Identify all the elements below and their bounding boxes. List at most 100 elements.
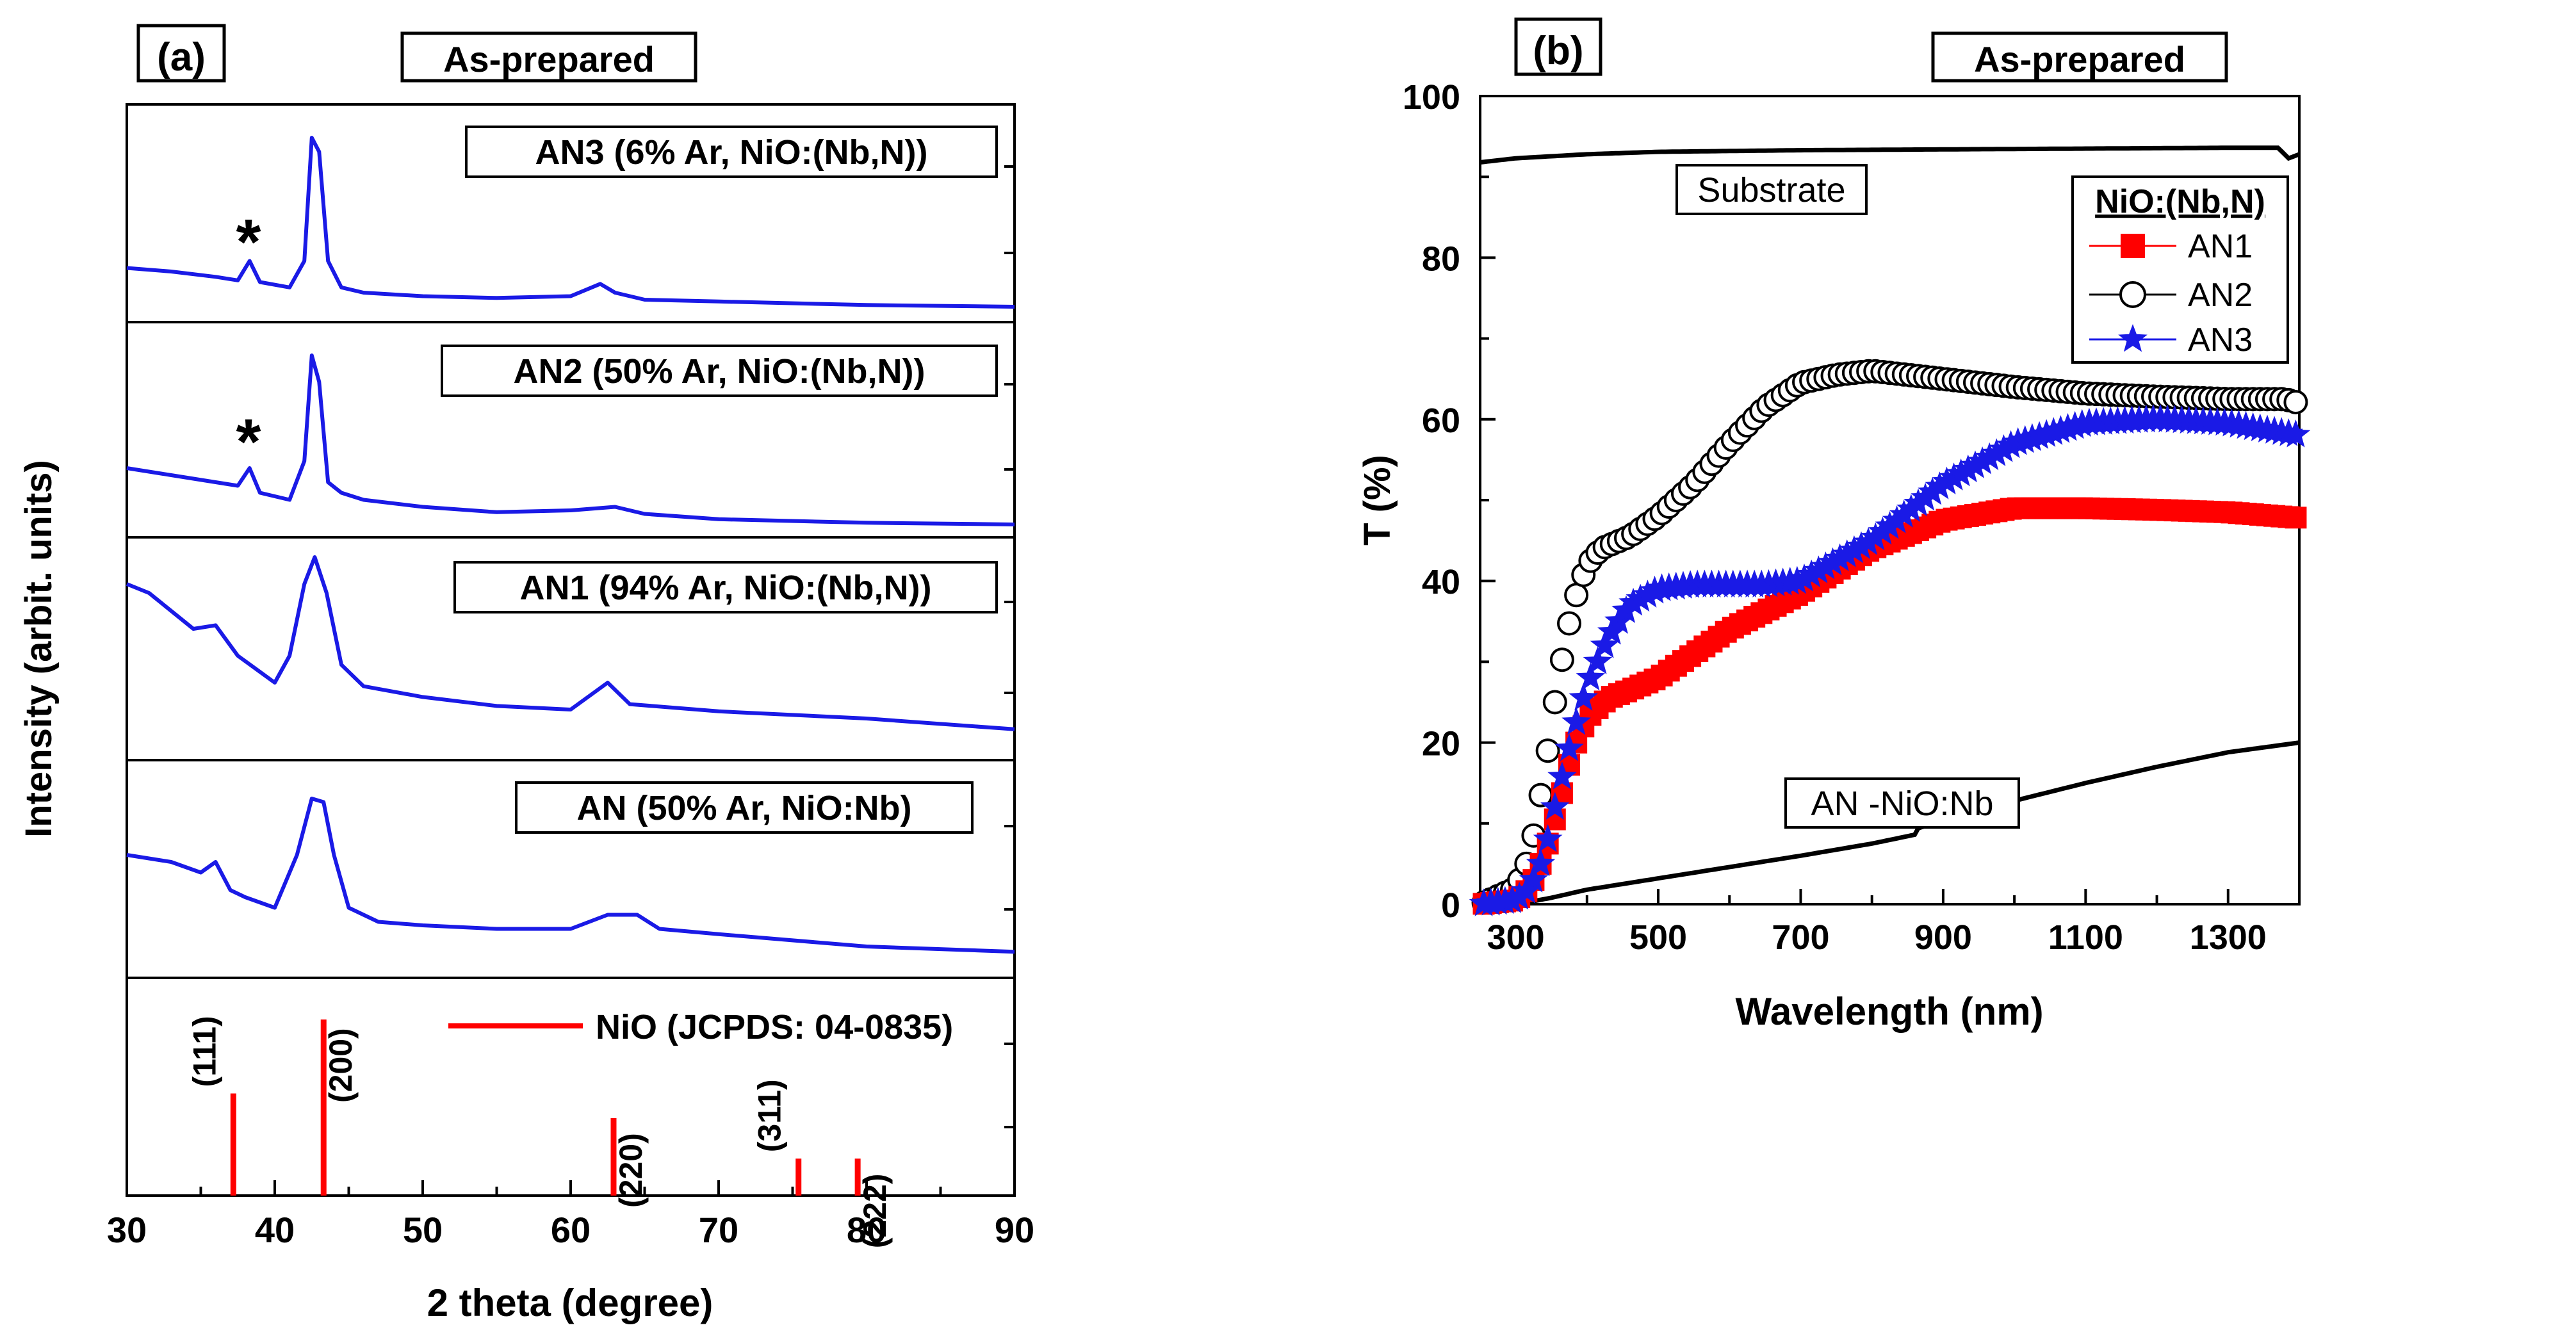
reference-peak-label-222: (222) bbox=[857, 1174, 893, 1249]
an3-point bbox=[1818, 547, 1848, 576]
an3-point bbox=[1561, 707, 1591, 735]
reference-peaks: (111) (200) (220) (311) (222) bbox=[186, 1016, 893, 1248]
transmittance-curves bbox=[1469, 145, 2311, 916]
an2-point bbox=[1542, 690, 1567, 715]
an2-point bbox=[2283, 389, 2308, 414]
panel-b: (b) As-prepared 300 500 700 900 1100 1300 0 20 4… bbox=[1357, 17, 2311, 1033]
an3-point bbox=[1554, 733, 1584, 761]
panel-a-x-tick-label-70: 70 bbox=[699, 1210, 738, 1250]
xrd-curve-an2 bbox=[126, 353, 1015, 526]
legend-label-an3: AN3 bbox=[2188, 321, 2253, 359]
an3-label-box bbox=[465, 126, 998, 178]
an3-point bbox=[1583, 646, 1613, 674]
panel-a-x-tick-label-50: 50 bbox=[403, 1210, 443, 1250]
panel-b-y-tick-label-80: 80 bbox=[1422, 240, 1460, 278]
an1-point bbox=[2285, 507, 2307, 529]
panel-a-xlabel: 2 theta (degree) bbox=[427, 1281, 713, 1324]
panel-a-x-ticks: 30 40 50 60 70 80 90 bbox=[107, 1180, 1034, 1250]
panel-a-ylabel: Intensity (arbit. units) bbox=[18, 460, 60, 838]
panel-b-x-tick-label-900: 900 bbox=[1914, 918, 1972, 957]
xrd-curves bbox=[126, 136, 1015, 954]
an3-point bbox=[1547, 761, 1577, 790]
substrate-label-box bbox=[1675, 164, 1868, 215]
panel-b-label: (b) bbox=[1533, 29, 1583, 73]
an2-point bbox=[1549, 647, 1574, 672]
panel-b-y-tick-label-0: 0 bbox=[1441, 886, 1460, 925]
xrd-curve-an bbox=[126, 797, 1015, 954]
an2-label: AN2 (50% Ar, NiO:(Nb,N)) bbox=[513, 352, 925, 391]
panel-b-header-box bbox=[1931, 31, 2228, 83]
an1-label: AN1 (94% Ar, NiO:(Nb,N)) bbox=[519, 569, 931, 607]
panel-a-header-box bbox=[400, 31, 697, 83]
an3-point bbox=[1519, 865, 1549, 893]
an3-point bbox=[1804, 555, 1834, 583]
legend: NiO:(Nb,N) AN1 AN2 AN3 bbox=[2071, 175, 2289, 364]
an2-label-box bbox=[441, 345, 998, 397]
an-label: AN (50% Ar, NiO:Nb) bbox=[576, 789, 911, 827]
legend-label-an2: AN2 bbox=[2188, 277, 2253, 314]
an3-point bbox=[1896, 494, 1926, 522]
an-label-box bbox=[515, 781, 974, 834]
legend-title: NiO:(Nb,N) bbox=[2095, 183, 2265, 220]
an3-point bbox=[1889, 499, 1919, 528]
an3-point bbox=[1497, 885, 1527, 913]
substrate-label: Substrate bbox=[1697, 171, 1845, 209]
panel-b-y-tick-label-100: 100 bbox=[1403, 78, 1460, 117]
legend-marker-an3 bbox=[2118, 324, 2148, 352]
an3-point bbox=[1932, 466, 1962, 494]
an3-point bbox=[1526, 848, 1556, 877]
an3-point bbox=[1811, 551, 1841, 580]
panel-a-x-tick-label-80: 80 bbox=[847, 1210, 886, 1250]
xrd-curve-an3 bbox=[126, 136, 1015, 309]
an3-point bbox=[1618, 587, 1648, 616]
legend-label-an1: AN1 bbox=[2188, 228, 2253, 265]
panel-a-header: As-prepared bbox=[443, 39, 655, 79]
an3-point bbox=[1861, 522, 1891, 551]
an3-point bbox=[1854, 527, 1883, 555]
transmittance-series-an3 bbox=[1469, 404, 2311, 916]
panel-a-x-tick-label-60: 60 bbox=[551, 1210, 591, 1250]
an3-point bbox=[1946, 459, 1976, 487]
legend-marker-an1 bbox=[2121, 234, 2145, 258]
panel-b-ticks: 300 500 700 900 1100 1300 0 20 40 60 80 100 bbox=[1403, 78, 2301, 957]
an3-point bbox=[1789, 564, 1819, 592]
an3-point bbox=[1925, 471, 1955, 499]
an3-point bbox=[1968, 446, 1997, 475]
panel-a-x-tick-label-90: 90 bbox=[995, 1210, 1034, 1250]
reference-legend-label: NiO (JCPDS: 04-0835) bbox=[596, 1008, 953, 1046]
an3-point bbox=[1839, 535, 1869, 564]
an3-point bbox=[1569, 683, 1599, 711]
transmittance-curve-substrate bbox=[1480, 145, 2301, 165]
panel-b-x-tick-label-1300: 1300 bbox=[2190, 918, 2267, 957]
transmittance-series-an2 bbox=[1471, 359, 2308, 915]
an3-point bbox=[1626, 583, 1656, 612]
an3-point bbox=[1939, 462, 1969, 491]
panel-a-x-tick-label-30: 30 bbox=[107, 1210, 147, 1250]
an3-point bbox=[1911, 482, 1940, 511]
an3-point bbox=[1576, 662, 1606, 691]
panel-b-y-tick-label-60: 60 bbox=[1422, 402, 1460, 440]
legend-box bbox=[2071, 175, 2289, 364]
legend-marker-an2 bbox=[2119, 281, 2146, 308]
an3-point bbox=[1961, 450, 1990, 478]
panel-a: (a) As-prepared AN3 (6% Ar, NiO:(Nb,N)) … bbox=[18, 24, 1034, 1324]
an3-label: AN3 (6% Ar, NiO:(Nb,N)) bbox=[535, 133, 927, 172]
reference-peak-label-311: (311) bbox=[752, 1079, 788, 1152]
reference-peak-label-220: (220) bbox=[613, 1133, 649, 1208]
an2-point bbox=[1557, 611, 1582, 636]
an3-point bbox=[1875, 511, 1905, 539]
an3-point bbox=[1903, 488, 1933, 517]
panel-b-y-tick-label-20: 20 bbox=[1422, 725, 1460, 763]
an2-point bbox=[1564, 583, 1589, 608]
an3-point bbox=[1953, 454, 1983, 483]
an3-point bbox=[1996, 430, 2026, 459]
panel-a-x-tick-label-40: 40 bbox=[255, 1210, 295, 1250]
an2-asterisk: * bbox=[236, 406, 261, 478]
panel-b-x-tick-label-300: 300 bbox=[1487, 918, 1545, 957]
an3-point bbox=[1633, 580, 1663, 608]
an3-point bbox=[2281, 419, 2311, 448]
panel-b-xlabel: Wavelength (nm) bbox=[1735, 990, 2043, 1033]
an3-point bbox=[1918, 477, 1948, 505]
an1-label-box bbox=[453, 561, 998, 613]
